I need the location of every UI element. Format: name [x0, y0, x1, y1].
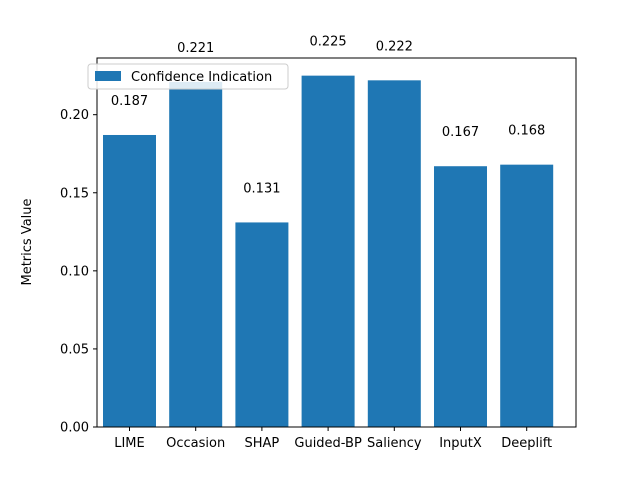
legend-swatch [95, 71, 121, 81]
y-axis: 0.00 0.05 0.10 0.15 0.20 [60, 108, 97, 436]
data-label: 0.168 [508, 124, 545, 139]
x-tick-label: LIME [114, 436, 145, 451]
data-labels-group: 0.187 0.221 0.131 0.225 0.222 0.167 0.168 [111, 35, 545, 197]
x-tick-label: Guided-BP [294, 436, 362, 451]
x-tick-label: InputX [439, 436, 482, 451]
plot-frame [96, 57, 577, 428]
legend-entry-label: Confidence Indication [131, 70, 272, 85]
bar-saliency [367, 80, 421, 428]
y-tick-label: 0.10 [60, 264, 89, 279]
bar-inputx [434, 166, 487, 427]
data-label: 0.225 [309, 35, 346, 50]
bars-group [103, 75, 554, 428]
y-tick-label: 0.15 [60, 186, 89, 201]
x-tick-label: Occasion [166, 436, 225, 451]
bar-shap [235, 222, 289, 427]
x-axis: LIME Occasion SHAP Guided-BP Saliency InputX D… [114, 427, 552, 451]
bar-deeplift [500, 164, 554, 427]
x-tick-label: SHAP [245, 436, 280, 451]
data-label: 0.187 [111, 94, 148, 109]
data-label: 0.131 [243, 181, 280, 196]
bar-guided-bp [301, 75, 355, 428]
y-tick-label: 0.20 [60, 108, 89, 123]
bar-occasion [169, 81, 223, 427]
y-axis-label: Metrics Value [20, 198, 35, 285]
x-tick-label: Deeplift [501, 436, 552, 451]
data-label: 0.167 [442, 125, 479, 140]
data-label: 0.221 [177, 41, 214, 56]
y-tick-label: 0.05 [60, 342, 89, 357]
legend: Confidence Indication [87, 63, 289, 90]
bar-lime [103, 134, 156, 428]
legend-box [87, 63, 289, 90]
x-tick-label: Saliency [367, 436, 422, 451]
data-label: 0.222 [376, 39, 413, 54]
y-tick-label: 0.00 [60, 421, 89, 436]
